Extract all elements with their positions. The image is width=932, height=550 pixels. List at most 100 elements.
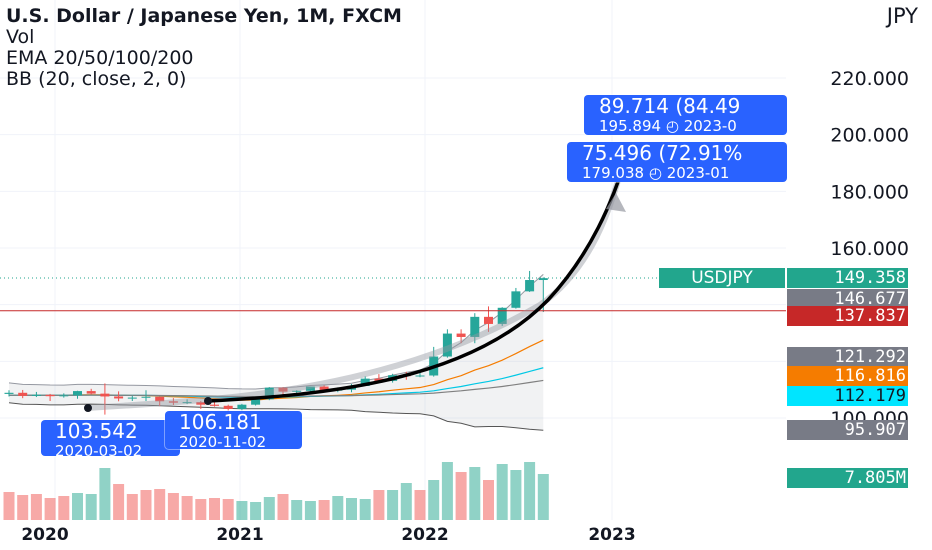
target1-value: 179.038 [582, 164, 645, 182]
arrow-head-shadow [606, 193, 626, 212]
volume-bar [154, 489, 166, 520]
candle-body [86, 391, 96, 394]
volume-bar [72, 493, 83, 520]
volume-bar [483, 480, 494, 520]
target1-date: 2023-01 [666, 164, 730, 182]
anchor-point [204, 397, 212, 405]
low2-date: 2020-11-02 [179, 433, 267, 449]
volume-bar [346, 498, 357, 520]
legend-title: U.S. Dollar / Japanese Yen, 1M, FXCM [6, 5, 402, 27]
volume-bar [263, 497, 275, 520]
candle-body [182, 402, 192, 404]
volume-bar [195, 499, 207, 520]
volume-bar [209, 498, 220, 520]
volume-bar [58, 496, 70, 520]
volume-bars [3, 462, 549, 520]
bb-upper [8, 273, 544, 390]
y-tick-label: 180.000 [830, 181, 909, 203]
bb-fill [9, 274, 544, 431]
last-price-badge: 149.358 [787, 268, 908, 288]
volume-bar [17, 495, 29, 520]
candle-body [73, 391, 82, 396]
x-tick-label: 2020 [21, 525, 68, 545]
volume-bar [3, 492, 15, 520]
candle-body [237, 404, 247, 409]
bollinger-bands [8, 273, 544, 431]
candle-body [484, 316, 493, 324]
candle-body [292, 390, 302, 392]
y-tick-label: 160.000 [830, 238, 909, 260]
bb-lower [8, 402, 544, 431]
candle-body [497, 307, 507, 324]
volume-bar [304, 501, 316, 520]
chart-grid [0, 0, 786, 520]
candle-body [141, 396, 151, 398]
volume-bar [428, 480, 440, 520]
bb-upper-badge: 146.677 [787, 289, 908, 309]
candle-body [278, 387, 288, 392]
target2-date: 2023-0 [683, 117, 737, 135]
candle-body [59, 395, 69, 397]
candle-body [45, 394, 55, 397]
volume-bar [140, 490, 152, 520]
volume-bar [277, 494, 289, 520]
currency-label: JPY [886, 4, 918, 28]
x-tick-label: 2023 [588, 525, 635, 545]
candle-body [18, 392, 28, 396]
target2-change: 89.714 (84.49 [599, 95, 741, 118]
candle-body [155, 396, 165, 402]
candle-body [470, 316, 480, 337]
candle-body [223, 405, 233, 409]
volume-bar [236, 501, 248, 520]
candle-body [168, 401, 178, 403]
volume-bar [167, 493, 179, 520]
candle-body [4, 392, 14, 394]
projection-arrow[interactable] [84, 146, 634, 412]
volume-bar [524, 462, 536, 520]
x-axis-labels: 2020 2021 2022 2023 [21, 525, 635, 545]
ema-cyan-badge: 112.179 [787, 386, 908, 406]
y-tick-label: 220.000 [830, 68, 909, 90]
volume-bar [85, 494, 97, 520]
candle-body [511, 291, 521, 308]
target1-change: 75.496 (72.91% [582, 142, 743, 165]
volume-bar [126, 494, 138, 520]
target-annotation-1[interactable]: 75.496 (72.91% 179.038 ◴ 2023-01 [567, 142, 787, 182]
low-annotation-2[interactable]: 106.181 2020-11-02 [165, 411, 302, 449]
candle-body [264, 387, 274, 400]
y-tick-label: 200.000 [830, 125, 909, 147]
clock-icon: ◴ [648, 164, 662, 182]
projection-shadow [87, 149, 629, 411]
volume-bar [181, 496, 193, 520]
candle-body [442, 333, 452, 357]
candle-body [415, 375, 425, 377]
volume-bar [291, 500, 303, 520]
legend-ema: EMA 20/50/100/200 [6, 47, 194, 69]
volume-bar [44, 498, 56, 520]
volume-bar [414, 490, 426, 520]
volume-bar [30, 494, 42, 520]
symbol-badge: USDJPY [659, 268, 785, 288]
volume-bar [113, 484, 125, 520]
target-annotation-2[interactable]: 89.714 (84.49 195.894 ◴ 2023-0 [584, 95, 787, 135]
low-annotation-1[interactable]: 103.542 2020-03-02 [41, 420, 180, 456]
candle-body [525, 280, 535, 292]
bb-lower-badge: 95.907 [787, 420, 908, 440]
candle-body [100, 393, 110, 397]
candle-body [374, 378, 384, 381]
projection-path [207, 155, 628, 403]
candle-body [31, 394, 41, 396]
candle-body [251, 399, 261, 405]
volume-bar [387, 490, 399, 520]
volume-bar [99, 468, 111, 520]
volume-bar [510, 470, 522, 520]
candle-body [127, 397, 137, 399]
volume-bar [469, 467, 481, 520]
volume-bar [373, 490, 385, 520]
volume-bar [537, 474, 549, 520]
x-tick-label: 2021 [216, 525, 263, 545]
volume-bar [400, 483, 412, 520]
candle-body [210, 404, 219, 406]
volume-bar [441, 462, 453, 520]
